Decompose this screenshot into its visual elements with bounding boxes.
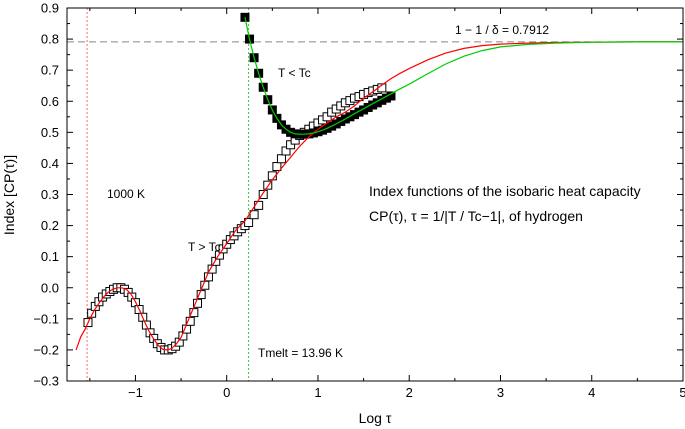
y-tick-label: −0.2	[33, 342, 59, 357]
y-tick-label: 0.2	[41, 218, 59, 233]
x-tick-label: 0	[223, 385, 230, 400]
y-tick-label: 0.7	[41, 63, 59, 78]
data-marker-open	[263, 180, 273, 190]
series-line	[75, 41, 683, 351]
x-tick-label: 4	[588, 385, 595, 400]
y-tick-label: 0.9	[41, 1, 59, 16]
data-marker-open	[249, 210, 259, 220]
data-marker-open	[276, 154, 286, 164]
info-line-2: CP(τ), τ = 1/|T / Tc−1|, of hydrogen	[369, 208, 583, 224]
data-marker-open	[322, 112, 332, 122]
data-marker-open	[272, 162, 282, 172]
y-tick-label: 0.0	[41, 280, 59, 295]
label-t-below-tc: T < Tc	[278, 66, 311, 80]
x-tick-label: 3	[497, 385, 504, 400]
y-tick-label: 0.8	[41, 32, 59, 47]
y-tick-label: 0.6	[41, 94, 59, 109]
y-tick-label: −0.3	[33, 374, 59, 389]
asymptote-label: 1 − 1 / δ = 0.7912	[455, 23, 549, 37]
label-1000k: 1000 K	[107, 187, 145, 201]
x-axis-title: Log τ	[359, 410, 392, 426]
label-tmelt: Tmelt = 13.96 K	[258, 346, 343, 360]
data-marker-open	[258, 190, 268, 199]
data-marker-open	[244, 217, 254, 227]
ticks-layer: −1 0 1 2 3 4 5 −0.3 −0.2 −0.1 0.0 0.1 0.2 0.3 0.4 0.5 0.…	[33, 1, 685, 401]
y-axis-title: Index [CP(τ)]	[1, 155, 17, 235]
lines-layer	[67, 8, 683, 381]
data-marker-open	[254, 200, 264, 210]
y-tick-label: −0.1	[33, 311, 59, 326]
y-tick-label: 0.5	[41, 125, 59, 140]
y-tick-label: 0.4	[41, 156, 59, 171]
y-tick-label: 0.3	[41, 187, 59, 202]
data-marker-open	[185, 316, 195, 326]
data-marker-open	[286, 140, 296, 150]
data-marker-open	[189, 308, 199, 318]
x-tick-label: 5	[679, 385, 685, 400]
label-t-above-tc: T > Tc	[188, 240, 221, 254]
x-tick-label: −1	[128, 385, 143, 400]
y-tick-label: 0.1	[41, 249, 59, 264]
series-line	[244, 17, 683, 135]
x-tick-label: 2	[406, 385, 413, 400]
data-marker-open	[281, 146, 291, 156]
info-line-1: Index functions of the isobaric heat cap…	[369, 183, 641, 199]
series-layer	[75, 12, 683, 355]
x-tick-label: 1	[314, 385, 321, 400]
